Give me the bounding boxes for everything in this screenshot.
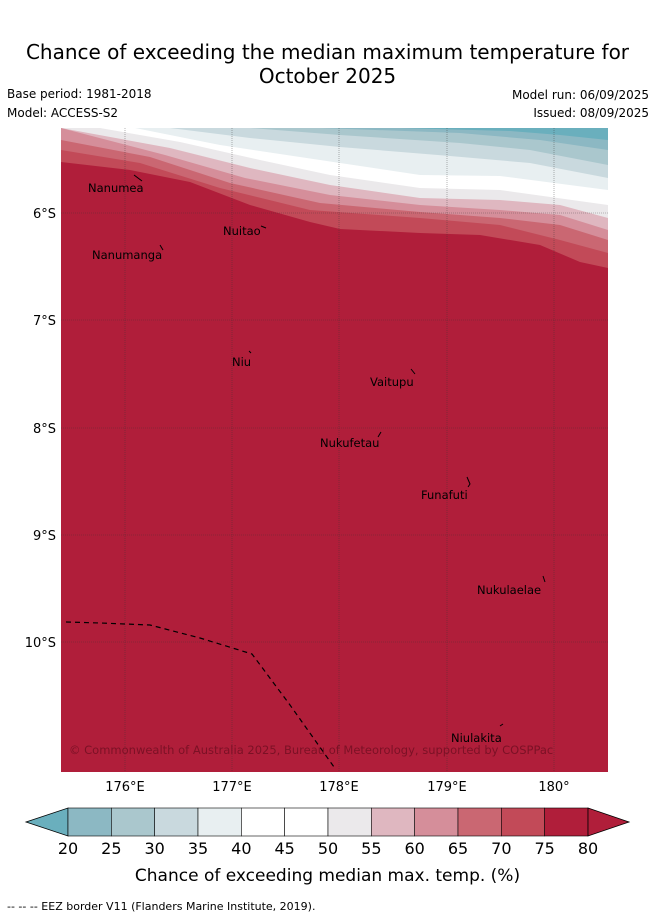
latitude-labels: 6°S 7°S 8°S 9°S 10°S	[25, 207, 56, 651]
colorbar-segment	[457, 807, 502, 837]
colorbar: 20 25 30 35 40 45 50 55 60 65 70 75 80	[24, 807, 631, 858]
eez-border	[65, 621, 335, 768]
colorbar-segment	[371, 807, 415, 837]
colorbar-tick-label: 60	[404, 839, 424, 858]
colorbar-segment	[67, 807, 112, 837]
colorbar-tick-label: 70	[491, 839, 511, 858]
colorbar-segment	[197, 807, 242, 837]
title-line-2: October 2025	[258, 64, 397, 88]
colorbar-segment	[327, 807, 372, 837]
colorbar-segment	[284, 807, 329, 837]
island-label-niulakita: Niulakita	[451, 731, 502, 745]
island-label-funafuti: Funafuti	[421, 488, 468, 502]
colorbar-tick-label: 35	[188, 839, 208, 858]
lat-label-8s: 8°S	[33, 422, 56, 437]
model-name: Model: ACCESS-S2	[7, 106, 119, 120]
colorbar-label: Chance of exceeding median max. temp. (%…	[134, 866, 521, 886]
title-line-1: Chance of exceeding the median maximum t…	[25, 40, 630, 64]
colorbar-segment	[501, 807, 545, 837]
model-run: Model run: 06/09/2025	[511, 88, 649, 102]
island-outlines	[133, 174, 546, 727]
colorbar-segment	[414, 807, 459, 837]
colorbar-tick-label: 65	[448, 839, 468, 858]
copyright-notice: © Commonwealth of Australia 2025, Bureau…	[69, 743, 553, 757]
lat-label-9s: 9°S	[33, 529, 56, 544]
island-label-nuitao: Nuitao	[223, 224, 261, 238]
colorbar-tick-label: 25	[101, 839, 121, 858]
island-label-niu: Niu	[232, 355, 251, 369]
colorbar-arrow-low	[24, 807, 69, 837]
island-label-vaitupu: Vaitupu	[370, 375, 414, 389]
probability-map: Nanumea Nuitao Nanumanga Niu Vaitupu Nuk…	[24, 128, 631, 858]
longitude-labels: 176°E 177°E 178°E 179°E 180°	[105, 780, 569, 795]
island-label-nanumanga: Nanumanga	[92, 248, 162, 262]
island-label-nukulaelae: Nukulaelae	[477, 583, 541, 597]
colorbar-tick-label: 75	[534, 839, 554, 858]
lat-label-10s: 10°S	[25, 636, 56, 651]
island-label-nanumea: Nanumea	[88, 181, 144, 195]
map-title: Chance of exceeding the median maximum t…	[0, 40, 655, 88]
colorbar-tick-label: 80	[578, 839, 598, 858]
colorbar-tick-label: 40	[231, 839, 251, 858]
graticule	[61, 128, 608, 772]
colorbar-tick-label: 45	[274, 839, 294, 858]
colorbar-tick-label: 55	[361, 839, 381, 858]
lon-label-178e: 178°E	[319, 780, 359, 795]
colorbar-segment	[544, 807, 589, 837]
probability-bands	[61, 128, 608, 772]
eez-footnote: -- -- -- EEZ border V11 (Flanders Marine…	[7, 900, 316, 913]
lon-label-179e: 179°E	[427, 780, 467, 795]
colorbar-segment	[241, 807, 285, 837]
colorbar-tick-label: 30	[144, 839, 164, 858]
colorbar-segment	[154, 807, 199, 837]
lon-label-177e: 177°E	[212, 780, 252, 795]
colorbar-segment	[111, 807, 155, 837]
colorbar-tick-label: 50	[318, 839, 338, 858]
colorbar-tick-label: 20	[58, 839, 78, 858]
lat-label-6s: 6°S	[33, 207, 56, 222]
colorbar-arrow-high	[587, 807, 631, 837]
issued-date: Issued: 08/09/2025	[533, 106, 649, 120]
band-80	[61, 162, 608, 772]
island-label-nukufetau: Nukufetau	[320, 436, 379, 450]
island-labels: Nanumea Nuitao Nanumanga Niu Vaitupu Nuk…	[88, 181, 541, 745]
lat-label-7s: 7°S	[33, 314, 56, 329]
base-period: Base period: 1981-2018	[7, 87, 152, 101]
lon-label-176e: 176°E	[105, 780, 145, 795]
lon-label-180: 180°	[538, 780, 569, 795]
